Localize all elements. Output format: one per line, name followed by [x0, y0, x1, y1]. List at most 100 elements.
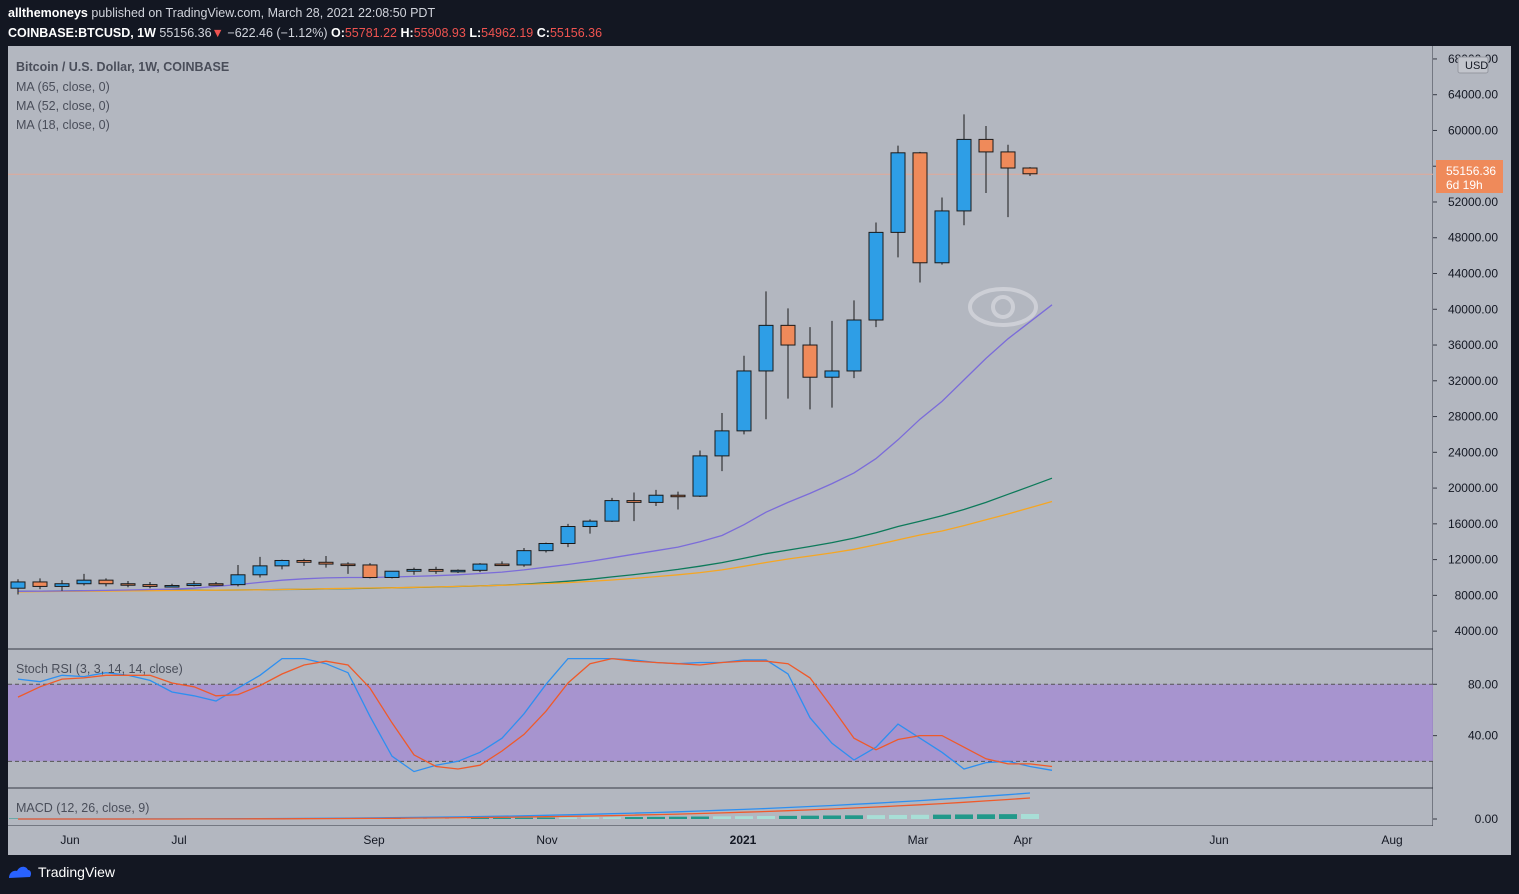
- candle-body[interactable]: [846, 319, 862, 372]
- candle-body[interactable]: [670, 494, 686, 498]
- ma18-legend[interactable]: MA (18, close, 0): [16, 118, 110, 132]
- high-label: H:: [400, 26, 414, 40]
- candle-body[interactable]: [362, 564, 378, 578]
- price-tick-label: 44000.00: [1448, 267, 1498, 281]
- macd-signal-line: [18, 797, 1031, 820]
- author-name[interactable]: allthemoneys: [8, 6, 88, 20]
- macd-histogram-bar: [757, 816, 775, 819]
- price-tick-label: 20000.00: [1448, 481, 1498, 495]
- candle-body[interactable]: [714, 430, 730, 457]
- price-tick-label: 48000.00: [1448, 231, 1498, 245]
- candle-body[interactable]: [318, 561, 334, 565]
- open-value: 55781.22: [344, 26, 397, 40]
- macd-pane[interactable]: MACD (12, 26, close, 9): [9, 792, 1039, 820]
- ma18-line: [17, 304, 1053, 592]
- rsi-tick-label: 80.00: [1468, 677, 1498, 691]
- footer-brand[interactable]: TradingView: [8, 864, 115, 880]
- price-tick-label: 36000.00: [1448, 338, 1498, 352]
- symbol-name: COINBASE:BTCUSD, 1W: [8, 26, 156, 40]
- candle-body[interactable]: [934, 210, 950, 264]
- macd-histogram-bar: [471, 817, 489, 819]
- currency-badge[interactable]: USD: [1457, 56, 1489, 74]
- open-label: O:: [330, 26, 345, 40]
- candle-body[interactable]: [604, 500, 620, 522]
- candle-body[interactable]: [582, 520, 598, 528]
- candle-body[interactable]: [736, 370, 752, 432]
- macd-histogram-bar: [537, 817, 555, 819]
- candle-body[interactable]: [890, 152, 906, 233]
- time-label: Jun: [60, 833, 79, 847]
- time-label: Apr: [1014, 833, 1033, 847]
- stoch-rsi-pane[interactable]: Stoch RSI (3, 3, 14, 14, close): [8, 657, 1433, 773]
- candle-body[interactable]: [54, 583, 70, 587]
- price-change: −622.46 (−1.12%): [227, 26, 328, 40]
- macd-histogram-bar: [823, 815, 841, 819]
- candle-body[interactable]: [120, 583, 136, 586]
- candle-body[interactable]: [472, 563, 488, 571]
- currency-label: USD: [1465, 60, 1488, 72]
- macd-histogram-bar: [625, 817, 643, 819]
- price-tick-label: 8000.00: [1455, 588, 1499, 602]
- price-pane[interactable]: Bitcoin / U.S. Dollar, 1W, COINBASE MA (…: [8, 60, 1433, 595]
- candle-body[interactable]: [230, 574, 246, 586]
- candle-body[interactable]: [516, 550, 532, 566]
- candle-body[interactable]: [824, 370, 840, 378]
- ma65-legend[interactable]: MA (65, close, 0): [16, 80, 110, 94]
- candle-body[interactable]: [428, 568, 444, 572]
- candle-body[interactable]: [758, 324, 774, 372]
- time-axis[interactable]: Jun Jul Sep Nov 2021 Mar Apr Jun Aug: [8, 826, 1511, 855]
- candle-body[interactable]: [274, 559, 290, 567]
- candle-body[interactable]: [406, 568, 422, 572]
- candle-body[interactable]: [1000, 151, 1016, 169]
- macd-histogram-bar: [801, 815, 819, 819]
- candle-body[interactable]: [1022, 167, 1038, 175]
- low-value: 54962.19: [481, 26, 534, 40]
- candle-body[interactable]: [98, 579, 114, 585]
- candle-body[interactable]: [164, 585, 180, 588]
- candle-body[interactable]: [780, 324, 796, 346]
- chart-area[interactable]: Bitcoin / U.S. Dollar, 1W, COINBASE MA (…: [8, 46, 1511, 855]
- candle-body[interactable]: [978, 138, 994, 153]
- price-tick-label: 40000.00: [1448, 302, 1498, 316]
- candle-body[interactable]: [912, 152, 928, 264]
- candle-body[interactable]: [956, 138, 972, 212]
- ma52-line: [17, 500, 1053, 593]
- candle-body[interactable]: [252, 565, 268, 576]
- stoch-rsi-legend[interactable]: Stoch RSI (3, 3, 14, 14, close): [16, 662, 183, 676]
- candle-body[interactable]: [648, 494, 664, 503]
- macd-tick-label: 0.00: [1475, 812, 1499, 826]
- candle-body[interactable]: [384, 570, 400, 578]
- ma52-legend[interactable]: MA (52, close, 0): [16, 99, 110, 113]
- current-price-tag: 55156.36 6d 19h: [1436, 160, 1503, 193]
- brand-name: TradingView: [38, 864, 116, 880]
- candle-body[interactable]: [32, 581, 48, 587]
- candle-body[interactable]: [626, 500, 642, 503]
- close-label: C:: [536, 26, 550, 40]
- stoch-rsi-k-line: [17, 657, 1053, 773]
- candle-body[interactable]: [186, 583, 202, 587]
- candle-body[interactable]: [538, 543, 554, 552]
- candle-body[interactable]: [868, 231, 884, 321]
- candle-body[interactable]: [494, 563, 510, 567]
- candle-body[interactable]: [296, 559, 312, 563]
- candle-body[interactable]: [76, 579, 92, 585]
- time-label: Sep: [363, 833, 385, 847]
- candle-body[interactable]: [450, 569, 466, 573]
- macd-histogram-bar: [1021, 814, 1039, 819]
- macd-histogram-bar: [999, 814, 1017, 819]
- macd-histogram-bar: [493, 817, 511, 819]
- candle-body[interactable]: [692, 455, 708, 497]
- macd-histogram-bar: [713, 816, 731, 819]
- macd-legend[interactable]: MACD (12, 26, close, 9): [16, 801, 149, 815]
- candle-body[interactable]: [340, 563, 356, 567]
- price-tick-label: 64000.00: [1448, 88, 1498, 102]
- candle-body[interactable]: [802, 344, 818, 378]
- macd-histogram-bar: [911, 814, 929, 819]
- low-label: L:: [469, 26, 482, 40]
- candle-body[interactable]: [10, 581, 26, 589]
- candle-body[interactable]: [560, 526, 576, 545]
- candle-body[interactable]: [208, 583, 224, 586]
- candle-body[interactable]: [142, 584, 158, 587]
- price-tick-label: 4000.00: [1455, 624, 1499, 638]
- macd-histogram-bar: [955, 814, 973, 819]
